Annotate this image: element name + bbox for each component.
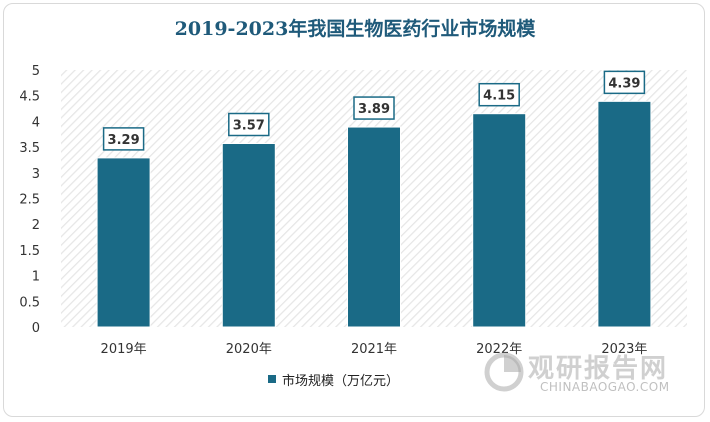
data-label: 3.29 <box>108 133 140 148</box>
y-tick-label: 5 <box>32 64 40 79</box>
x-tick-label: 2023年 <box>601 342 647 357</box>
watermark-brand: 观研报告网 <box>528 354 669 384</box>
chart-title: 2019-2023年我国生物医药行业市场规模 <box>174 18 536 40</box>
bar <box>96 157 151 328</box>
data-label: 3.89 <box>358 102 390 117</box>
watermark-icon <box>484 352 524 392</box>
y-tick-label: 2.5 <box>19 193 40 208</box>
x-tick-label: 2021年 <box>351 342 397 357</box>
legend-label: 市场规模（万亿元） <box>282 373 400 389</box>
y-tick-label: 1 <box>32 270 40 285</box>
bar <box>347 126 401 328</box>
y-tick-label: 0.5 <box>19 295 40 310</box>
data-label-box <box>603 70 646 95</box>
x-tick-label: 2020年 <box>226 342 272 357</box>
y-tick-label: 3.5 <box>19 141 40 156</box>
x-tick-label: 2022年 <box>476 342 522 357</box>
data-label: 4.15 <box>483 89 515 104</box>
data-label-box <box>102 127 145 151</box>
bar <box>472 113 527 328</box>
y-tick-label: 3 <box>32 167 40 182</box>
data-label-box <box>353 96 395 120</box>
bar <box>221 143 276 328</box>
data-label-box <box>478 82 520 107</box>
y-tick-label: 0 <box>32 321 40 336</box>
data-label: 3.57 <box>233 119 265 134</box>
legend-swatch <box>268 375 276 383</box>
data-label: 4.39 <box>608 76 640 91</box>
data-label-box <box>228 112 270 137</box>
y-tick-label: 4.5 <box>19 90 40 105</box>
legend: 市场规模（万亿元） <box>268 369 399 389</box>
bar <box>597 100 652 328</box>
watermark-logo: 观研报告网 CHINABAOGAO.COM <box>482 346 692 406</box>
y-tick-label: 1.5 <box>19 244 40 259</box>
x-tick-label: 2019年 <box>101 342 147 357</box>
watermark-site: CHINABAOGAO.COM <box>540 380 670 394</box>
y-tick-label: 2 <box>32 218 40 233</box>
y-tick-label: 4 <box>32 115 40 130</box>
